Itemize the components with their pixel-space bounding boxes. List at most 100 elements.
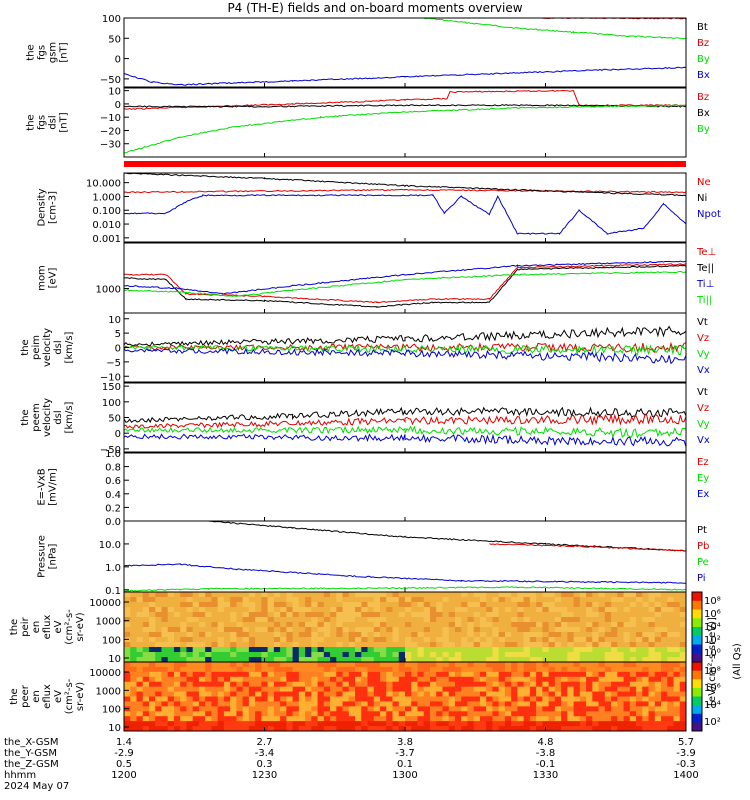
spectrogram-cell [167,701,175,707]
spectrogram-cell [461,647,468,653]
spectrogram-cell [642,632,650,638]
spectrogram-cell [679,657,687,663]
spectrogram-cell [498,597,506,603]
spectrogram-cell [236,597,244,603]
spectrogram-cell [548,666,556,673]
spectrogram-cell [592,622,600,628]
spectrogram-cell [673,706,681,712]
spectrogram-cell [554,627,562,633]
spectrogram-cell [636,637,643,643]
spectrogram-cell [573,632,581,638]
spectrogram-cell [592,632,600,638]
spectrogram-cell [492,657,500,663]
spectrogram-cell [536,681,543,688]
spectrogram-cell [523,657,531,663]
spectrogram-cell [367,706,375,712]
spectrogram-cell [573,666,581,673]
spectrogram-cell [398,721,406,727]
spectrogram-cell [242,691,250,697]
spectrogram-cell [511,642,518,648]
spectrogram-cell [673,691,681,697]
spectrogram-cell [642,686,650,693]
spectrogram-cell [411,617,418,623]
spectrogram-cell [586,681,593,688]
spectrogram-cell [317,597,325,603]
spectrogram-cell [529,657,537,663]
spectrogram-cell [186,686,194,693]
spectrogram-cell [642,716,650,722]
spectrogram-cell [648,681,656,688]
spectrogram-cell [411,696,418,702]
spectrogram-cell [330,612,337,618]
spectrogram-cell [286,602,294,608]
spectrogram-cell [598,681,606,688]
spectrogram-cell [611,637,618,643]
spectrogram-cell [529,726,537,732]
legend-entry: Ex [697,489,709,500]
spectrogram-cell [679,632,687,638]
spectrogram-cell [167,686,175,693]
colorbar-segment [692,670,702,680]
spectrogram-cell [454,691,462,697]
spectrogram-cell [642,701,650,707]
spectrogram-cell [542,632,550,638]
spectrogram-cell [148,726,156,732]
spectrogram-cell [611,597,618,603]
spectrogram-cell [636,592,643,598]
spectrogram-cell [124,602,131,608]
spectrogram-cell [323,666,331,673]
spectrogram-cell [561,721,568,727]
spectrogram-cell [205,612,212,618]
spectrogram-cell [380,657,387,663]
spectrogram-cell [186,726,194,732]
spectrogram-cell [617,681,625,688]
spectrogram-cell [429,721,437,727]
spectrogram-cell [648,622,656,628]
spectrogram-cell [636,652,643,658]
spectrogram-cell [417,701,425,707]
spectrogram-cell [124,647,131,653]
spectrogram-cell [217,657,225,663]
spectrogram-cell [211,652,219,658]
spectrogram-cell [148,686,156,693]
spectrogram-cell [280,666,287,673]
spectrogram-cell [248,647,256,653]
spectrogram-cell [667,602,675,608]
spectrogram-cell [242,652,250,658]
spectrogram-cell [392,716,400,722]
spectrogram-cell [604,592,612,598]
spectrogram-cell [361,721,369,727]
colorbar-tick-label: 10² [704,635,721,646]
spectrogram-cell [248,652,256,658]
spectrogram-cell [673,637,681,643]
spectrogram-cell [136,676,144,683]
spectrogram-cell [398,617,406,623]
spectrogram-cell [230,637,237,643]
spectrogram-cell [573,691,581,697]
spectrogram-cell [548,617,556,623]
legend-entry: By [697,54,710,65]
spectrogram-cell [654,726,662,732]
spectrogram-cell [667,637,675,643]
spectrogram-cell [498,637,506,643]
spectrogram-cell [173,627,181,633]
spectrogram-cell [523,726,531,732]
spectrogram-cell [236,592,244,598]
y-tick-label: −10 [100,372,121,383]
spectrogram-cell [217,607,225,613]
spectrogram-cell [673,592,681,598]
spectrogram-cell [255,657,262,663]
spectrogram-cell [392,627,400,633]
spectrogram-cell [311,726,319,732]
spectrogram-cell [548,701,556,707]
spectrogram-cell [355,622,362,628]
spectrogram-cell [448,686,456,693]
spectrogram-cell [173,676,181,683]
spectrogram-cell [130,592,137,598]
spectrogram-cell [473,637,481,643]
spectrogram-cell [604,662,612,668]
spectrogram-cell [180,706,187,712]
y-tick-label: 0.010 [92,220,121,231]
spectrogram-cell [642,676,650,683]
